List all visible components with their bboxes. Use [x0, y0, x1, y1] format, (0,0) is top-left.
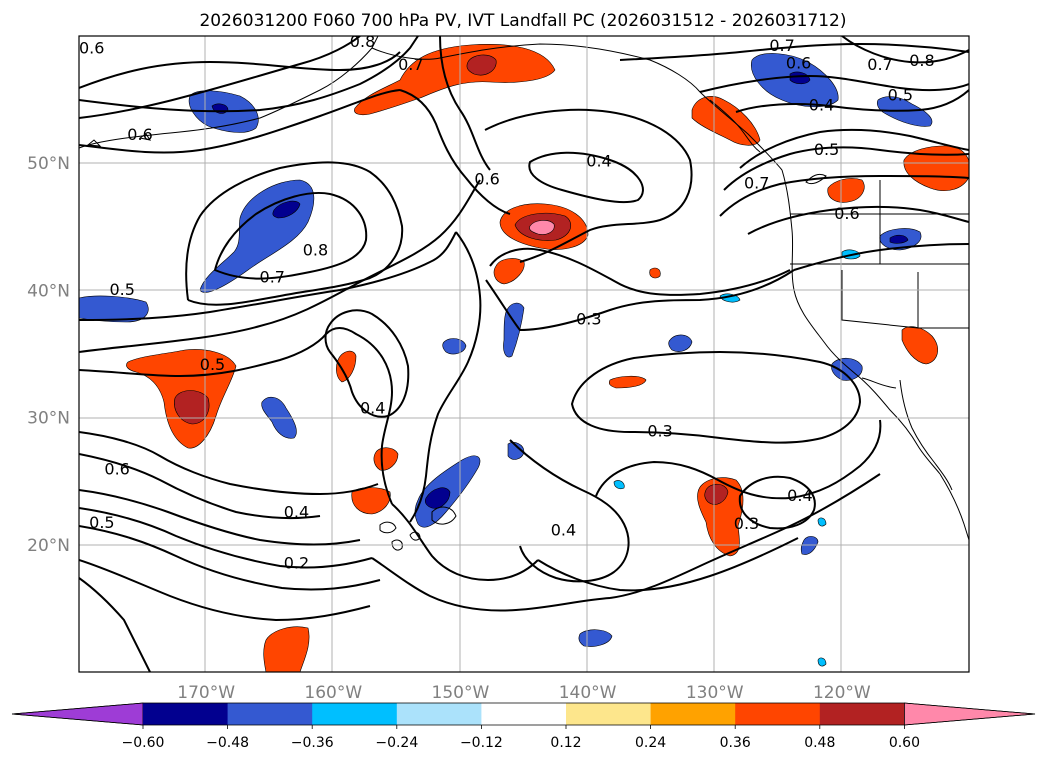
colorbar-bin [227, 703, 313, 725]
contour-label: 0.5 [200, 355, 225, 374]
pv-positive-core-tropical-east [704, 483, 729, 505]
pv-positive-blob-small-sub2 [373, 447, 399, 471]
contour-label: 0.6 [834, 204, 859, 223]
colorbar-bin [396, 703, 482, 725]
contour-label: 0.6 [127, 125, 152, 144]
contour-labels: 0.6 0.80.70.70.6 0.7 0.80.50.40.50.60.70.40… [79, 32, 935, 573]
pv-positive-blob-bc-coast [691, 96, 761, 146]
pv-positive-blob-south [263, 626, 310, 672]
pv-positive-blob-small-east [649, 267, 661, 279]
latitude-labels: 50°N 40°N 30°N 20°N [27, 154, 70, 556]
pv-positive-blob-gulf-alaska [354, 44, 556, 116]
pv-negative-blob-central-small [503, 302, 525, 358]
contour-label: 0.6 [79, 38, 104, 57]
colorbar-tick-label: −0.36 [291, 735, 334, 751]
colorbar-tick-label: −0.12 [460, 735, 503, 751]
lon-label: 170°W [177, 683, 235, 703]
contour-label: 0.7 [398, 55, 423, 74]
contour-label: 0.4 [787, 486, 812, 505]
lat-label: 40°N [27, 281, 70, 301]
contour-label: 0.7 [867, 55, 892, 74]
lon-label: 130°W [686, 683, 744, 703]
colorbar-bin [735, 703, 821, 725]
colorbar-tick-label: −0.60 [122, 735, 165, 751]
pv-positive-core-west-subtropic [174, 390, 210, 425]
colorbar-tick-label: 0.12 [550, 735, 581, 751]
colorbar-tick-label: 0.24 [635, 735, 666, 751]
pv-negative-blob-small-6 [817, 657, 827, 667]
lon-label: 140°W [559, 683, 617, 703]
map-panel: 0.6 0.80.70.70.6 0.7 0.80.50.40.50.60.70.40… [79, 32, 969, 672]
contour-label: 0.4 [551, 521, 576, 540]
pv-positive-blob-small-central [493, 258, 525, 285]
contour-label: 0.6 [104, 459, 129, 478]
contour-label: 0.4 [586, 152, 611, 171]
pv-positive-blob-small-sub1 [336, 350, 357, 383]
lat-label: 30°N [27, 409, 70, 429]
pv-contours [79, 36, 969, 672]
pv-positive-blob-small-sub4 [608, 375, 647, 389]
longitude-labels: 170°W 160°W 150°W 140°W 130°W 120°W [177, 683, 871, 703]
contour-label: 0.4 [284, 503, 309, 522]
pv-negative-core-alaska-east [789, 71, 811, 85]
map-frame [78, 35, 970, 673]
pv-positive-peak-central-pacific [529, 220, 555, 235]
contour-label: 0.8 [350, 32, 375, 51]
colorbar-tick-label: −0.48 [206, 735, 249, 751]
lon-label: 160°W [304, 683, 362, 703]
pv-negative-blob-small-5 [817, 517, 827, 527]
colorbar-bin [312, 703, 398, 725]
contour-label: 0.6 [474, 169, 499, 188]
colorbar-tick-label: 0.60 [889, 735, 920, 751]
contour-label: 0.3 [647, 421, 672, 440]
lon-label: 120°W [813, 683, 871, 703]
gridlines [79, 36, 969, 672]
colorbar-bin [819, 703, 905, 725]
contour-label: 0.8 [303, 241, 328, 260]
contour-label: 0.7 [769, 36, 794, 55]
pv-positive-core-gulf-alaska [466, 54, 497, 76]
colorbar: −0.60 −0.48 −0.36 −0.24 −0.12 0.12 0.24 0.36 0.4… [11, 702, 1036, 751]
pv-positive-blob-east-edge [903, 145, 969, 191]
colorbar-tick-label: −0.24 [375, 735, 418, 751]
colorbar-bin [566, 703, 652, 725]
pv-negative-core-west-north [272, 200, 301, 219]
contour-label: 0.5 [888, 86, 913, 105]
contour-label: 0.3 [576, 309, 601, 328]
contour-label: 0.3 [734, 514, 759, 533]
pv-negative-core-oregon [889, 234, 909, 244]
contour-label: 0.7 [744, 173, 769, 192]
colorbar-bin [143, 703, 229, 725]
colorbar-tick-label: 0.48 [804, 735, 835, 751]
pv-negative-blob-east-mid [668, 334, 693, 352]
colorbar-bin [650, 703, 736, 725]
pv-positive-blob-baja [901, 326, 938, 365]
colorbar-bin [481, 703, 567, 725]
pv-negative-core-hawaii [424, 487, 451, 509]
contour-label: 0.4 [809, 96, 834, 115]
colorbar-min-extend [11, 702, 144, 726]
contour-label: 0.6 [786, 54, 811, 73]
pv-positive-blob-washington [827, 178, 865, 203]
contour-label: 0.2 [284, 554, 309, 573]
colorbar-tick-label: 0.36 [720, 735, 751, 751]
colorbar-max-extend [904, 702, 1036, 726]
lon-label: 150°W [432, 683, 490, 703]
pv-negative-blob-small-3 [613, 480, 625, 490]
lat-label: 20°N [27, 536, 70, 556]
contour-label: 0.5 [814, 140, 839, 159]
lat-label: 50°N [27, 154, 70, 174]
contour-label: 0.8 [909, 51, 934, 70]
contour-label: 0.7 [260, 267, 285, 286]
figure-title: 2026031200 F060 700 hPa PV, IVT Landfall… [199, 11, 846, 31]
contour-label: 0.5 [110, 280, 135, 299]
pv-negative-blob-socal [831, 357, 863, 381]
contour-label: 0.5 [89, 513, 114, 532]
contour-label: 0.4 [360, 398, 385, 417]
